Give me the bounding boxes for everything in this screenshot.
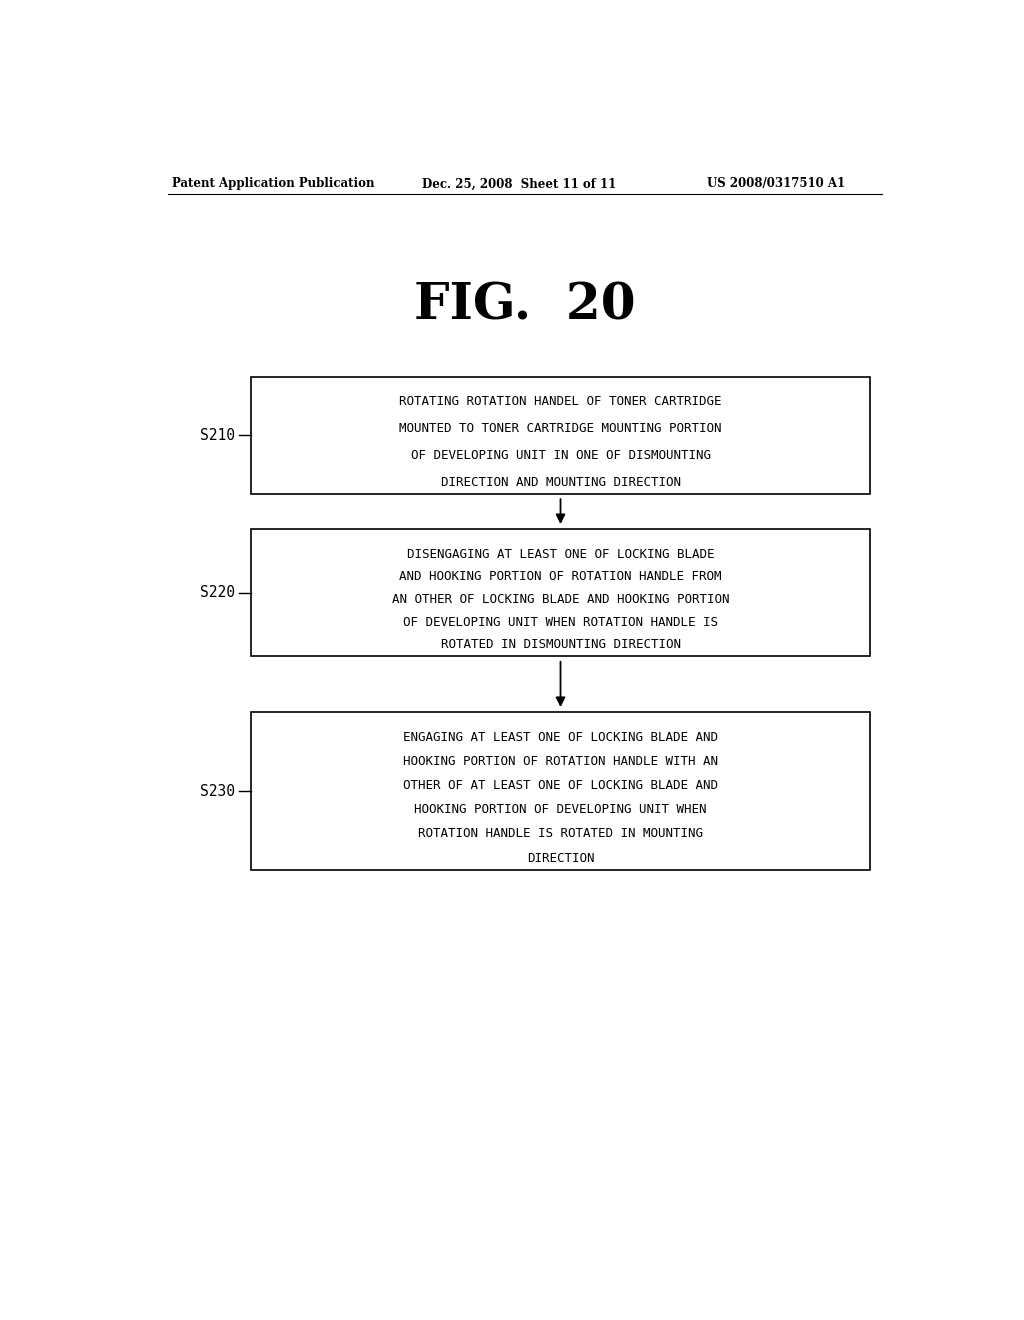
Text: US 2008/0317510 A1: US 2008/0317510 A1: [708, 177, 846, 190]
Text: DISENGAGING AT LEAST ONE OF LOCKING BLADE: DISENGAGING AT LEAST ONE OF LOCKING BLAD…: [407, 548, 715, 561]
Text: AN OTHER OF LOCKING BLADE AND HOOKING PORTION: AN OTHER OF LOCKING BLADE AND HOOKING PO…: [392, 593, 729, 606]
Text: MOUNTED TO TONER CARTRIDGE MOUNTING PORTION: MOUNTED TO TONER CARTRIDGE MOUNTING PORT…: [399, 422, 722, 436]
Text: OTHER OF AT LEAST ONE OF LOCKING BLADE AND: OTHER OF AT LEAST ONE OF LOCKING BLADE A…: [403, 779, 718, 792]
Text: HOOKING PORTION OF DEVELOPING UNIT WHEN: HOOKING PORTION OF DEVELOPING UNIT WHEN: [415, 803, 707, 816]
Text: DIRECTION AND MOUNTING DIRECTION: DIRECTION AND MOUNTING DIRECTION: [440, 475, 681, 488]
Text: S210: S210: [200, 428, 236, 444]
Text: ROTATING ROTATION HANDEL OF TONER CARTRIDGE: ROTATING ROTATION HANDEL OF TONER CARTRI…: [399, 395, 722, 408]
Text: Patent Application Publication: Patent Application Publication: [172, 177, 374, 190]
Text: AND HOOKING PORTION OF ROTATION HANDLE FROM: AND HOOKING PORTION OF ROTATION HANDLE F…: [399, 570, 722, 583]
Text: S220: S220: [200, 585, 236, 601]
Text: Dec. 25, 2008  Sheet 11 of 11: Dec. 25, 2008 Sheet 11 of 11: [422, 177, 615, 190]
Text: ROTATION HANDLE IS ROTATED IN MOUNTING: ROTATION HANDLE IS ROTATED IN MOUNTING: [418, 828, 703, 841]
Bar: [251, 529, 870, 656]
Text: ENGAGING AT LEAST ONE OF LOCKING BLADE AND: ENGAGING AT LEAST ONE OF LOCKING BLADE A…: [403, 731, 718, 743]
Bar: [251, 378, 870, 494]
Text: S230: S230: [200, 784, 236, 799]
Text: OF DEVELOPING UNIT IN ONE OF DISMOUNTING: OF DEVELOPING UNIT IN ONE OF DISMOUNTING: [411, 449, 711, 462]
Text: ROTATED IN DISMOUNTING DIRECTION: ROTATED IN DISMOUNTING DIRECTION: [440, 638, 681, 651]
Text: OF DEVELOPING UNIT WHEN ROTATION HANDLE IS: OF DEVELOPING UNIT WHEN ROTATION HANDLE …: [403, 615, 718, 628]
Text: DIRECTION: DIRECTION: [526, 851, 594, 865]
Bar: [251, 713, 870, 870]
Text: FIG.  20: FIG. 20: [414, 281, 636, 330]
Text: HOOKING PORTION OF ROTATION HANDLE WITH AN: HOOKING PORTION OF ROTATION HANDLE WITH …: [403, 755, 718, 768]
